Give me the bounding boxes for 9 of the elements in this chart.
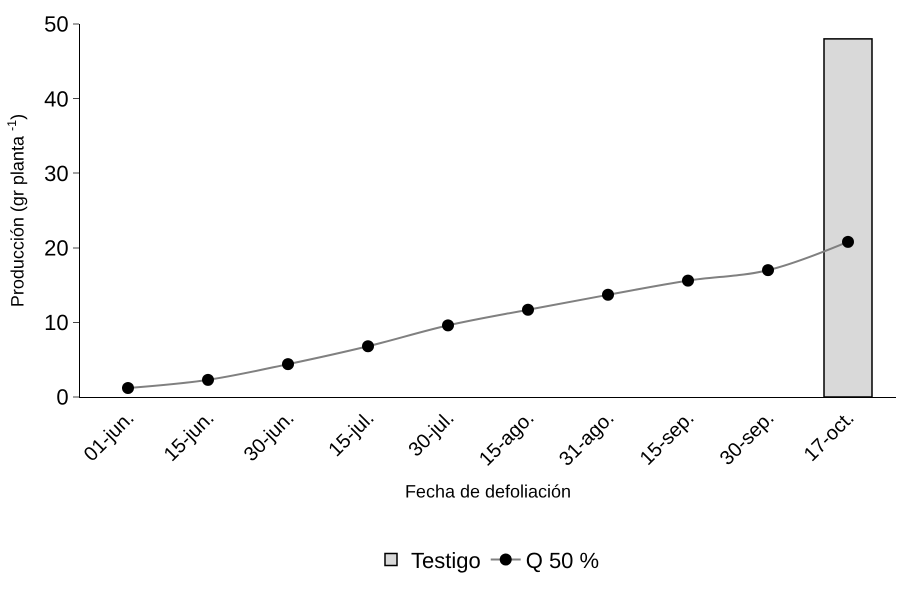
y-tick-label: 20	[44, 236, 69, 260]
legend-label: Testigo	[411, 548, 481, 574]
x-axis-title: Fecha de defoliación	[404, 482, 572, 502]
y-tick-label: 40	[44, 86, 69, 112]
y-tick-label: 50	[44, 12, 69, 37]
y-tick-label: 10	[44, 310, 69, 336]
y-tick-label: 0	[56, 384, 69, 410]
legend-label: Q 50 %	[526, 548, 600, 574]
y-tick-label: 30	[44, 160, 69, 186]
